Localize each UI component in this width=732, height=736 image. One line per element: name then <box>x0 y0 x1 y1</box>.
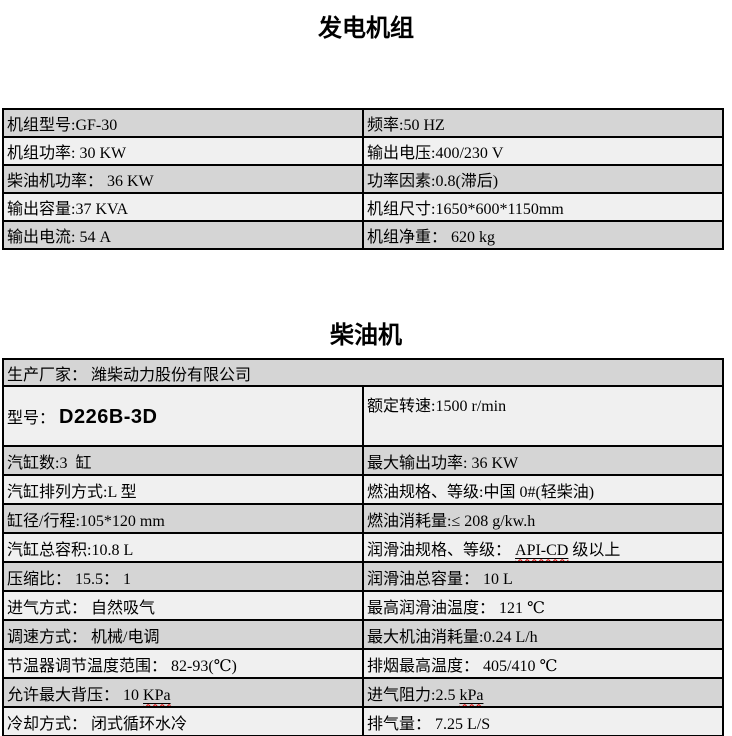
spec-text: 级以上 <box>568 541 621 559</box>
spec-text: 最高润滑油温度： 121 ℃ <box>367 599 545 617</box>
spec-text: 频率:50 HZ <box>367 117 445 134</box>
table-row: 柴油机功率： 36 KW 功率因素:0.8(滞后) <box>2 164 724 194</box>
spec-text: 最大输出功率: 36 KW <box>367 454 519 472</box>
spec-cell-max-back-pressure: 允许最大背压： 10 KPa <box>2 677 364 708</box>
spec-text: 调速方式： 机械/电调 <box>7 628 160 646</box>
spec-cell-fuel-grade: 燃油规格、等级:中国 0#(轻柴油) <box>362 474 724 505</box>
spec-text: 机组净重： 620 kg <box>367 229 496 246</box>
spec-cell-cylinder-count: 汽缸数:3 缸 <box>2 445 364 476</box>
spec-text: 排气量： 7.25 L/S <box>367 715 491 733</box>
spec-text: 汽缸总容积:10.8 L <box>7 541 134 559</box>
spec-text: 功率因素:0.8(滞后) <box>367 173 499 190</box>
spec-cell-engine-model: 型号： D226B-3D <box>2 385 364 447</box>
table-row: 冷却方式： 闭式循环水冷 排气量： 7.25 L/S <box>2 706 724 736</box>
spec-cell-max-oil-temp: 最高润滑油温度： 121 ℃ <box>362 590 724 621</box>
table-row: 进气方式： 自然吸气 最高润滑油温度： 121 ℃ <box>2 590 724 621</box>
spec-cell-cooling-method: 冷却方式： 闭式循环水冷 <box>2 706 364 736</box>
diesel-section-title: 柴油机 <box>330 323 402 349</box>
spec-text: 燃油规格、等级:中国 0#(轻柴油) <box>367 483 595 501</box>
spec-text: 汽缸排列方式:L 型 <box>7 483 137 501</box>
spec-text: 输出电压:400/230 V <box>367 145 504 162</box>
spec-cell-intake-resistance: 进气阻力:2.5 kPa <box>362 677 724 708</box>
spec-cell-frequency: 频率:50 HZ <box>362 108 724 138</box>
spellchecked-word: KPa <box>143 686 171 704</box>
spec-cell-governor-type: 调速方式： 机械/电调 <box>2 619 364 650</box>
spec-text: 进气方式： 自然吸气 <box>7 599 156 617</box>
spec-cell-compression-ratio: 压缩比： 15.5： 1 <box>2 561 364 592</box>
spec-text: 节温器调节温度范围： 82-93(℃) <box>7 657 237 675</box>
spec-text: 排烟最高温度： 405/410 ℃ <box>367 657 558 675</box>
spec-cell-max-exhaust-temp: 排烟最高温度： 405/410 ℃ <box>362 648 724 679</box>
spec-text: 允许最大背压： 10 <box>7 686 144 704</box>
spec-cell-unit-model: 机组型号:GF-30 <box>2 108 364 138</box>
spec-cell-output-current: 输出电流: 54 A <box>2 220 364 250</box>
spec-cell-manufacturer: 生产厂家： 潍柴动力股份有限公司 <box>2 358 724 387</box>
spec-text: 压缩比： 15.5： 1 <box>7 570 132 588</box>
spec-cell-exhaust-volume: 排气量： 7.25 L/S <box>362 706 724 736</box>
table-row: 汽缸数:3 缸 最大输出功率: 36 KW <box>2 445 724 476</box>
table-row: 允许最大背压： 10 KPa 进气阻力:2.5 kPa <box>2 677 724 708</box>
spec-text: 进气阻力:2.5 <box>367 686 460 704</box>
spec-cell-engine-power: 柴油机功率： 36 KW <box>2 164 364 194</box>
spec-cell-lube-oil-grade: 润滑油规格、等级： API-CD 级以上 <box>362 532 724 563</box>
spellchecked-word: kPa <box>459 686 484 704</box>
generator-section-title: 发电机组 <box>318 16 414 42</box>
spec-text: 最大机油消耗量:0.24 L/h <box>367 628 538 646</box>
table-row: 节温器调节温度范围： 82-93(℃) 排烟最高温度： 405/410 ℃ <box>2 648 724 679</box>
spec-sheet-document: 发电机组 机组型号:GF-30 频率:50 HZ 机组功率: 30 KW 输出电… <box>0 12 732 736</box>
spec-text: 燃油消耗量:≤ 208 g/kw.h <box>367 512 536 530</box>
spec-text: 冷却方式： 闭式循环水冷 <box>7 715 188 733</box>
table-row: 缸径/行程:105*120 mm 燃油消耗量:≤ 208 g/kw.h <box>2 503 724 534</box>
spec-cell-output-capacity: 输出容量:37 KVA <box>2 192 364 222</box>
table-row: 机组功率: 30 KW 输出电压:400/230 V <box>2 136 724 166</box>
spec-text: 机组型号:GF-30 <box>7 117 118 134</box>
table-row: 机组型号:GF-30 频率:50 HZ <box>2 108 724 138</box>
spec-cell-thermostat-range: 节温器调节温度范围： 82-93(℃) <box>2 648 364 679</box>
spec-cell-bore-stroke: 缸径/行程:105*120 mm <box>2 503 364 534</box>
generator-spec-table: 机组型号:GF-30 频率:50 HZ 机组功率: 30 KW 输出电压:400… <box>2 108 724 250</box>
spec-text: 输出电流: 54 A <box>7 229 112 246</box>
table-row: 压缩比： 15.5： 1 润滑油总容量： 10 L <box>2 561 724 592</box>
spellchecked-word: API-CD <box>515 541 569 559</box>
spec-text: 润滑油总容量： 10 L <box>367 570 513 588</box>
spec-cell-total-displacement: 汽缸总容积:10.8 L <box>2 532 364 563</box>
diesel-spec-table: 生产厂家： 潍柴动力股份有限公司 型号： D226B-3D 额定转速:1500 … <box>2 358 724 736</box>
spec-text: 机组功率: 30 KW <box>7 145 127 162</box>
table-row: 生产厂家： 潍柴动力股份有限公司 <box>2 358 724 387</box>
spec-cell-max-output-power: 最大输出功率: 36 KW <box>362 445 724 476</box>
spec-cell-lube-oil-capacity: 润滑油总容量： 10 L <box>362 561 724 592</box>
spec-cell-net-weight: 机组净重： 620 kg <box>362 220 724 250</box>
spec-cell-intake-method: 进气方式： 自然吸气 <box>2 590 364 621</box>
spec-cell-fuel-consumption: 燃油消耗量:≤ 208 g/kw.h <box>362 503 724 534</box>
spec-cell-cylinder-arrangement: 汽缸排列方式:L 型 <box>2 474 364 505</box>
spec-cell-max-oil-consumption: 最大机油消耗量:0.24 L/h <box>362 619 724 650</box>
spec-text: 生产厂家： 潍柴动力股份有限公司 <box>7 366 252 384</box>
spec-text: 柴油机功率： 36 KW <box>7 173 154 190</box>
table-row: 汽缸总容积:10.8 L 润滑油规格、等级： API-CD 级以上 <box>2 532 724 563</box>
spec-text: 机组尺寸:1650*600*1150mm <box>367 201 564 218</box>
spec-text: 型号： <box>7 409 60 427</box>
table-row: 调速方式： 机械/电调 最大机油消耗量:0.24 L/h <box>2 619 724 650</box>
spec-cell-unit-size: 机组尺寸:1650*600*1150mm <box>362 192 724 222</box>
table-row: 汽缸排列方式:L 型 燃油规格、等级:中国 0#(轻柴油) <box>2 474 724 505</box>
spec-text: 输出容量:37 KVA <box>7 201 129 218</box>
spec-text: 润滑油规格、等级： <box>367 541 516 559</box>
spec-text: 缸径/行程:105*120 mm <box>7 512 165 530</box>
spec-text: 额定转速:1500 r/min <box>367 398 507 415</box>
engine-model-number: D226B-3D <box>59 405 158 428</box>
spec-cell-unit-power: 机组功率: 30 KW <box>2 136 364 166</box>
spec-cell-rated-speed: 额定转速:1500 r/min <box>362 385 724 447</box>
spec-cell-power-factor: 功率因素:0.8(滞后) <box>362 164 724 194</box>
spec-cell-output-voltage: 输出电压:400/230 V <box>362 136 724 166</box>
table-row: 输出容量:37 KVA 机组尺寸:1650*600*1150mm <box>2 192 724 222</box>
table-row: 型号： D226B-3D 额定转速:1500 r/min <box>2 385 724 447</box>
spec-text: 汽缸数:3 缸 <box>7 454 92 472</box>
table-row: 输出电流: 54 A 机组净重： 620 kg <box>2 220 724 250</box>
